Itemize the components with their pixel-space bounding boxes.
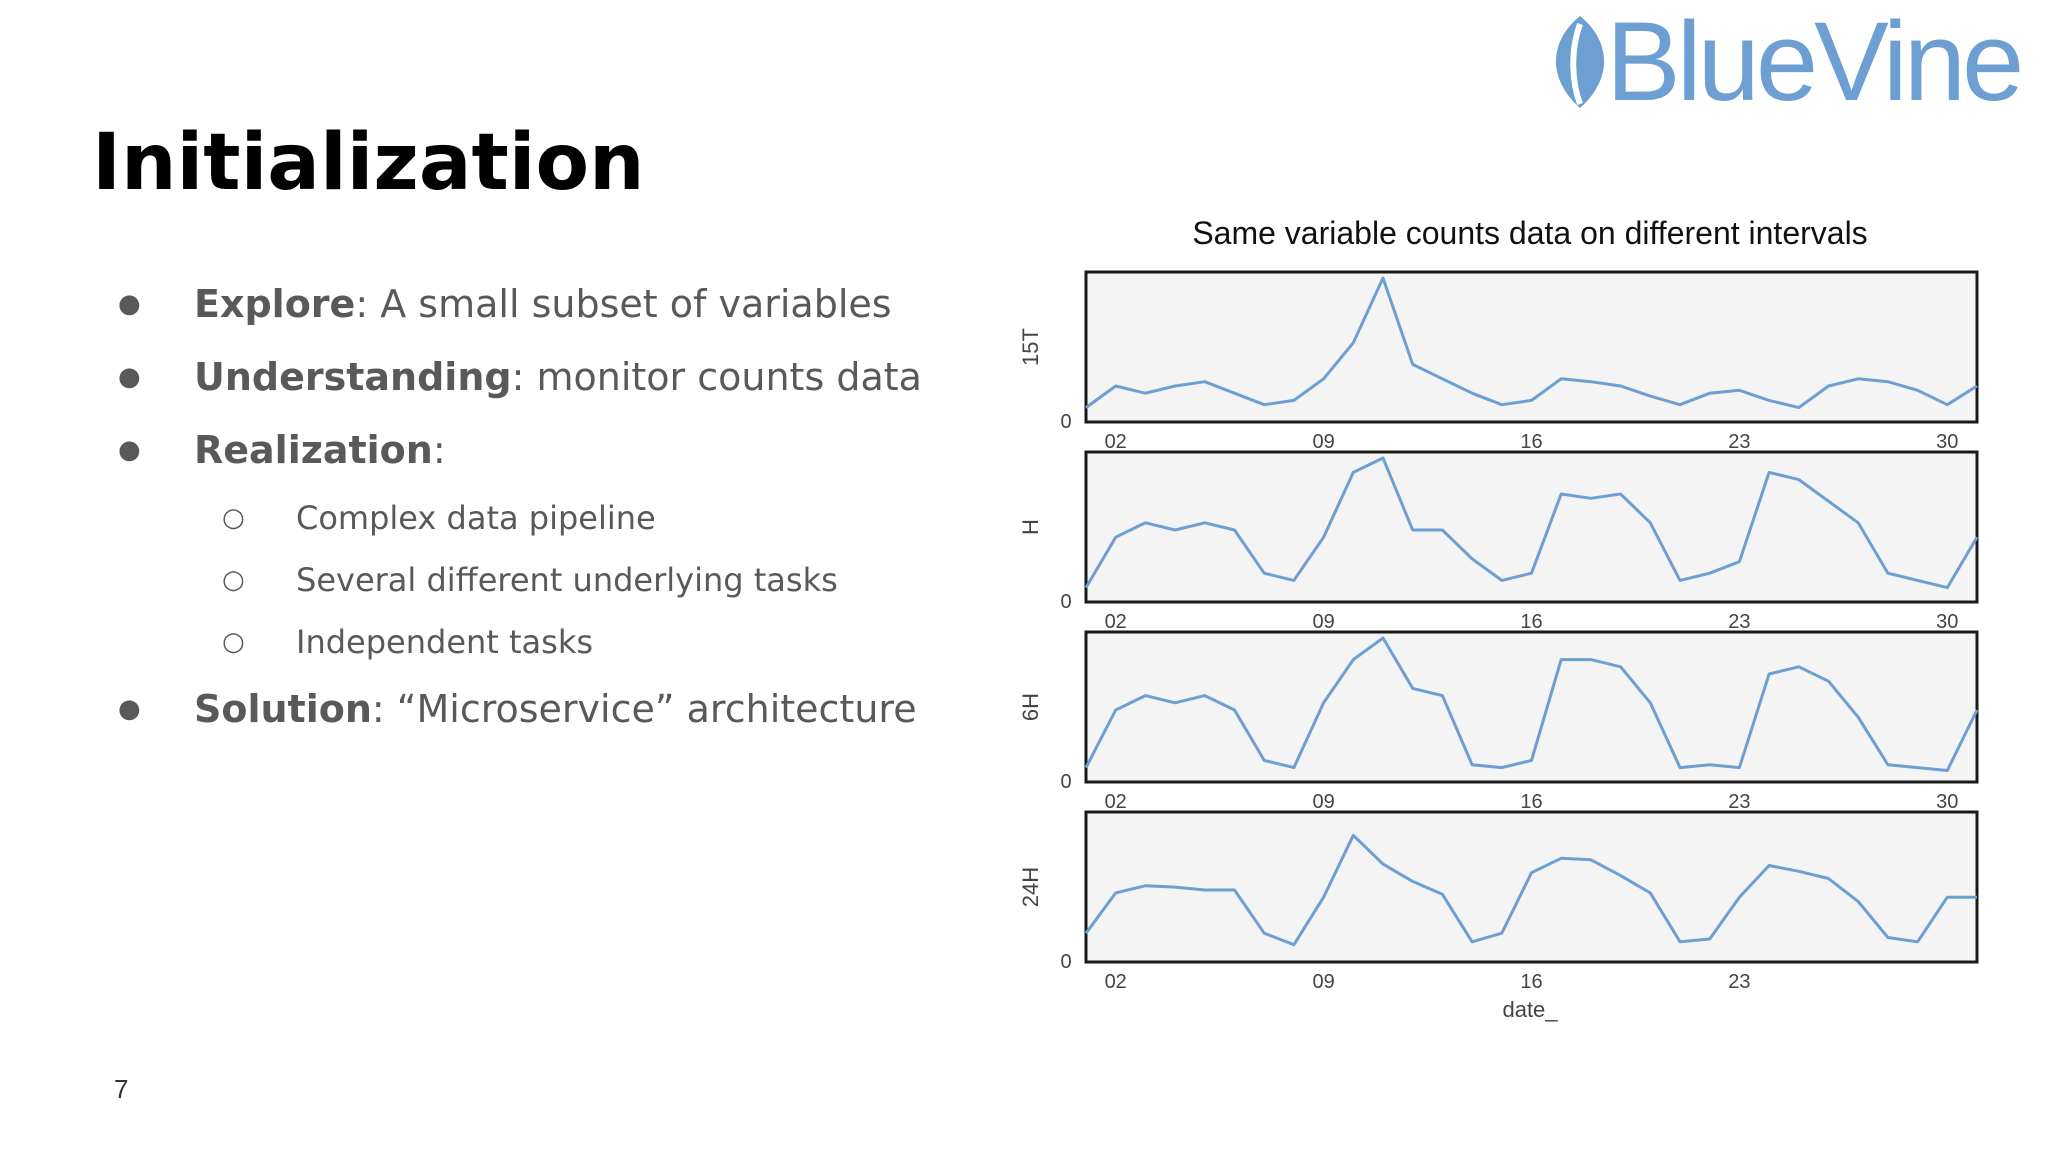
- series-line: [1085, 276, 1978, 410]
- panel-xtick-label: 16: [1520, 971, 1542, 993]
- panel-xtick-label: 16: [1520, 791, 1542, 813]
- logo-wordmark: BlueVine: [1606, 0, 2024, 124]
- panel-xtick-label: 02: [1105, 971, 1127, 993]
- page-title: Initialization: [92, 118, 645, 208]
- page-number: 7: [114, 1074, 129, 1104]
- panel-xtick-label: 02: [1105, 431, 1127, 453]
- bullet-realization: Realization:: [118, 414, 922, 487]
- bullet-text: monitor counts data: [536, 355, 922, 399]
- sub-bullet-item: Independent tasks: [118, 611, 922, 673]
- panel-ytick-label: 0: [1060, 591, 1071, 613]
- bullet-understanding: Understanding: monitor counts data: [118, 341, 922, 414]
- panel-ytick-label: 0: [1060, 411, 1071, 433]
- bluevine-logo: BlueVine: [1540, 2, 2040, 122]
- panel-xtick-label: 23: [1728, 611, 1750, 633]
- bullet-explore: Explore: A small subset of variables: [118, 268, 922, 341]
- panel-frame: [1084, 270, 1979, 424]
- series-line: [1084, 636, 1979, 772]
- bullet-separator: :: [511, 355, 537, 399]
- chart-xlabel: date_: [1502, 997, 1558, 1022]
- panel-xtick-label: 02: [1105, 611, 1127, 633]
- sub-bullet-list: Complex data pipeline Several different …: [118, 487, 922, 673]
- panel-xtick-label: 16: [1520, 611, 1542, 633]
- panel-ylabel: H: [1018, 519, 1043, 535]
- panel-xtick-label: 30: [1936, 611, 1958, 633]
- panel-xtick-label: 09: [1312, 971, 1334, 993]
- bullet-term: Realization: [194, 428, 433, 472]
- panel-xtick-label: 30: [1936, 791, 1958, 813]
- series-line: [1084, 833, 1977, 947]
- series-line: [1084, 456, 1979, 590]
- bullet-text: A small subset of variables: [380, 282, 892, 326]
- panel-xtick-label: 23: [1728, 971, 1750, 993]
- bullet-list: Explore: A small subset of variables Und…: [118, 268, 922, 746]
- bullet-solution: Solution: “Microservice” architecture: [118, 673, 922, 746]
- panel-xtick-label: 09: [1312, 611, 1334, 633]
- bullet-term: Solution: [194, 687, 372, 731]
- panel-xtick-label: 09: [1312, 431, 1334, 453]
- panel-xtick-label: 30: [1936, 431, 1958, 453]
- bullet-term: Understanding: [194, 355, 512, 399]
- chart-title: Same variable counts data on different i…: [1192, 215, 1867, 251]
- panel-xtick-label: 23: [1728, 431, 1750, 453]
- panel-frame: [1084, 810, 1979, 964]
- panel-xtick-label: 09: [1312, 791, 1334, 813]
- panel-frame: [1084, 450, 1979, 604]
- panel-ytick-label: 0: [1060, 951, 1071, 973]
- bullet-text: “Microservice” architecture: [396, 687, 917, 731]
- bullet-term: Explore: [194, 282, 356, 326]
- bullet-separator: :: [432, 428, 446, 472]
- interval-chart: Same variable counts data on different i…: [1018, 215, 1979, 1022]
- panel-xtick-label: 02: [1105, 791, 1127, 813]
- sub-bullet-group: Complex data pipeline Several different …: [118, 487, 922, 673]
- bullet-separator: :: [371, 687, 397, 731]
- panel-ylabel: 24H: [1018, 867, 1043, 907]
- bullet-separator: :: [355, 282, 381, 326]
- panel-ylabel: 15T: [1018, 328, 1043, 366]
- panel-xtick-label: 23: [1728, 791, 1750, 813]
- leaf-icon: [1555, 16, 1605, 108]
- panel-ylabel: 6H: [1018, 693, 1043, 721]
- sub-bullet-item: Several different underlying tasks: [118, 549, 922, 611]
- panel-ytick-label: 0: [1060, 771, 1071, 793]
- panel-xtick-label: 16: [1520, 431, 1542, 453]
- sub-bullet-item: Complex data pipeline: [118, 487, 922, 549]
